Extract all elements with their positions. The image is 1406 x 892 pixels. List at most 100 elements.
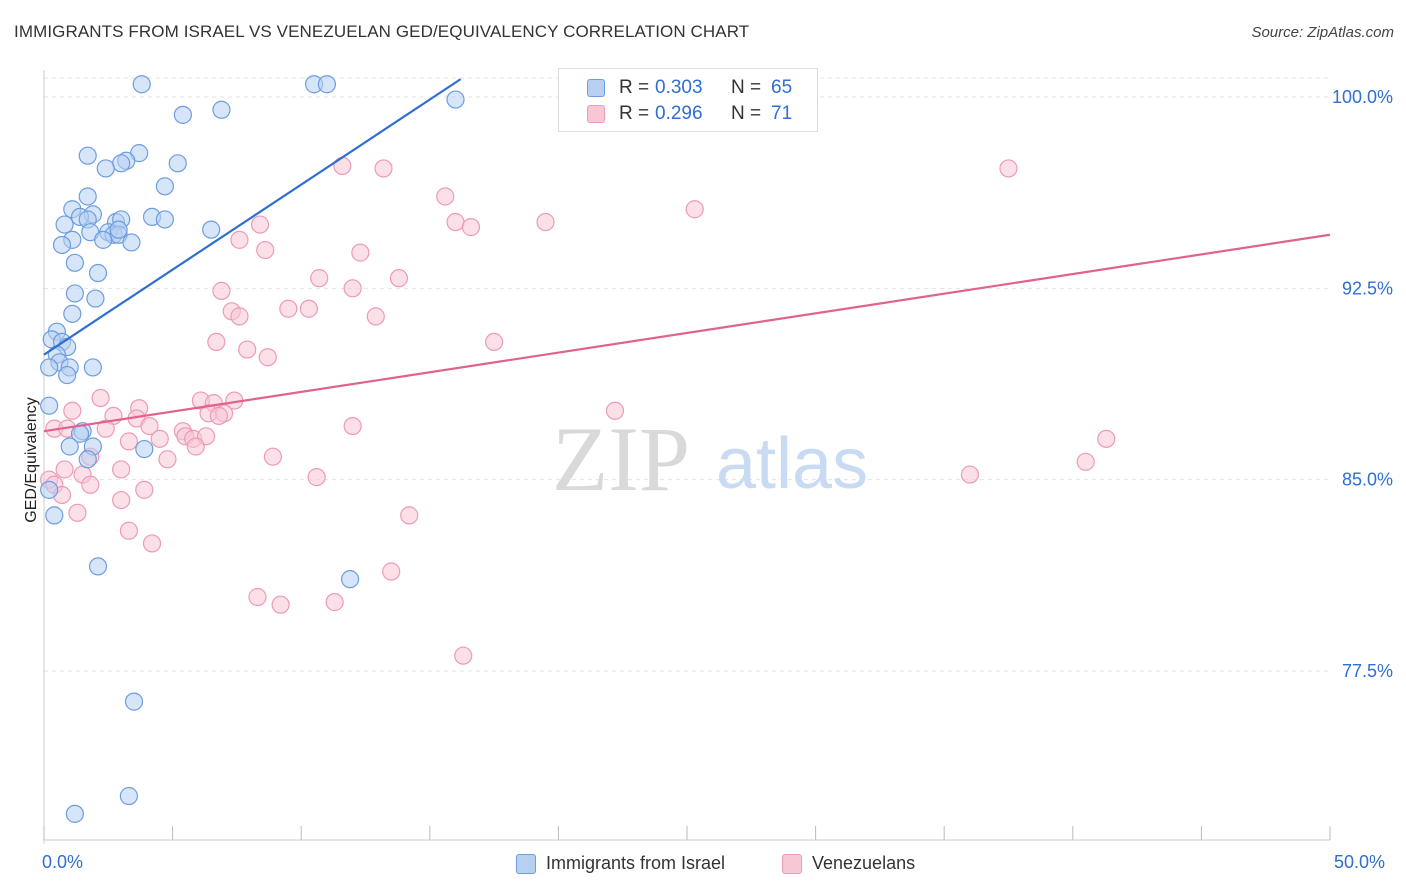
data-point: [202, 220, 221, 239]
data-point: [485, 332, 504, 352]
data-point: [310, 269, 329, 288]
data-point: [63, 401, 82, 420]
data-point: [230, 307, 249, 326]
y-tick-label: 85.0%: [1342, 470, 1393, 490]
data-point: [63, 304, 82, 323]
legend-n-value: 65: [771, 77, 793, 98]
data-point: [65, 253, 84, 272]
data-point: [112, 154, 131, 173]
data-point: [122, 233, 141, 252]
data-point: [212, 281, 231, 300]
data-point: [40, 358, 59, 377]
bottom-legend-swatch-blue: [516, 854, 536, 874]
data-point: [250, 215, 270, 234]
y-tick-label: 100.0%: [1332, 87, 1393, 107]
legend-n-label: N =: [731, 103, 762, 124]
data-point: [140, 416, 159, 436]
bottom-legend-swatch-pink: [782, 854, 802, 874]
x-tick-min: 0.0%: [42, 852, 84, 872]
data-point: [173, 105, 192, 124]
data-point: [343, 416, 362, 436]
trend-lines: [43, 78, 1331, 433]
watermark-atlas: atlas: [716, 424, 868, 504]
correlation-legend: R = 0.303 N = 65 R = 0.296 N = 71: [558, 68, 818, 132]
data-point: [65, 804, 84, 823]
source-credit: Source: ZipAtlas.com: [1251, 24, 1394, 41]
y-tick-label: 77.5%: [1342, 661, 1393, 681]
data-point: [209, 406, 228, 425]
data-point: [258, 348, 277, 367]
data-point: [299, 299, 319, 318]
legend-r-label: R =: [619, 77, 650, 98]
data-point: [83, 358, 102, 377]
data-point: [333, 156, 352, 175]
data-point: [366, 307, 385, 326]
gridlines: [44, 77, 1330, 672]
data-point: [96, 419, 115, 438]
data-point: [446, 90, 465, 109]
data-point: [317, 75, 337, 94]
data-point: [78, 187, 97, 206]
legend-n-value: 71: [771, 103, 793, 124]
data-point: [78, 146, 97, 165]
data-point: [40, 396, 59, 415]
data-point: [68, 503, 87, 522]
data-point: [212, 100, 231, 119]
y-tick-labels: 77.5% 85.0% 92.5% 100.0%: [1332, 87, 1393, 681]
data-point: [238, 340, 257, 359]
data-point: [158, 450, 177, 469]
data-point: [40, 480, 59, 499]
israel-points: [40, 75, 465, 823]
data-point: [351, 243, 370, 262]
data-point: [263, 447, 283, 466]
data-point: [119, 521, 138, 540]
data-point: [685, 200, 704, 219]
data-point: [374, 159, 393, 178]
data-point: [78, 450, 97, 469]
data-point: [119, 432, 138, 451]
data-point: [343, 279, 362, 298]
data-point: [86, 289, 105, 308]
chart-title: IMMIGRANTS FROM ISRAEL VS VENEZUELAN GED…: [14, 22, 750, 41]
watermark-zip: ZIP: [552, 408, 690, 510]
legend-r-value: 0.296: [655, 103, 703, 124]
data-point: [186, 437, 205, 456]
data-point: [142, 534, 162, 553]
x-tick-max: 50.0%: [1334, 852, 1386, 872]
legend-r-label: R =: [619, 103, 650, 124]
data-point: [94, 230, 113, 249]
y-tick-label: 92.5%: [1342, 278, 1393, 298]
data-point: [1097, 429, 1116, 448]
data-point: [112, 490, 131, 510]
data-point: [109, 220, 128, 239]
data-point: [135, 439, 154, 459]
data-point: [150, 429, 169, 448]
data-point: [536, 212, 555, 232]
data-point: [60, 437, 79, 456]
bottom-legend-label-venezuelans: Venezuelans: [812, 853, 916, 873]
trend-line-venezuelans: [43, 233, 1331, 433]
data-point: [96, 159, 115, 178]
data-point: [52, 235, 72, 255]
data-point: [960, 465, 980, 484]
data-point: [605, 401, 625, 420]
data-point: [91, 388, 110, 408]
data-point: [271, 595, 290, 614]
data-point: [454, 646, 473, 665]
data-point: [88, 263, 108, 283]
data-point: [446, 212, 465, 232]
data-point: [436, 187, 455, 206]
data-point: [325, 593, 344, 612]
axes: [43, 70, 1331, 844]
data-point: [132, 75, 151, 94]
data-point: [1076, 452, 1095, 471]
data-point: [155, 210, 174, 229]
venezuelans-points: [40, 156, 1116, 665]
data-point: [461, 218, 481, 237]
watermark: ZIP atlas: [552, 408, 868, 510]
data-point: [155, 177, 174, 196]
data-point: [119, 786, 138, 806]
data-point: [400, 506, 419, 525]
data-point: [207, 332, 226, 352]
